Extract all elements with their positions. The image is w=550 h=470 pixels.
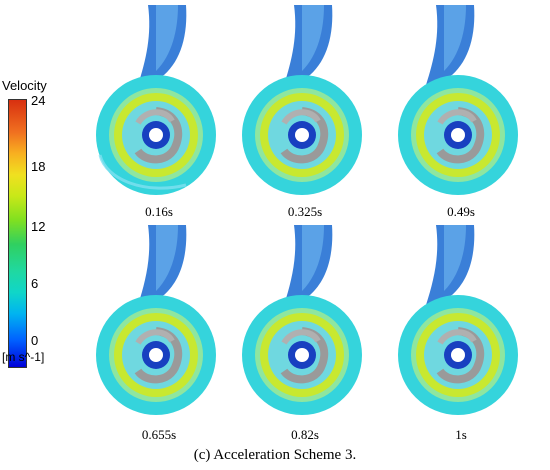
flow-panel-6: 1s	[388, 225, 534, 442]
flow-panel-2: 0.325s	[232, 5, 378, 219]
volute-flow-image	[398, 5, 518, 195]
legend-colorbar	[8, 99, 27, 368]
velocity-legend: Velocity 24 18 12 6 0 [m s^-1]	[0, 75, 70, 375]
legend-tick-0: 0	[31, 333, 39, 348]
flow-panel-5: 0.82s	[232, 225, 378, 442]
time-label: 0.16s	[145, 204, 173, 219]
figure-caption: (c) Acceleration Scheme 3.	[193, 447, 357, 463]
volute-flow-image	[242, 5, 362, 195]
volute-flow-image	[398, 225, 518, 415]
legend-tick-6: 6	[31, 276, 39, 291]
legend-unit: [m s^-1]	[2, 350, 45, 364]
volute-flow-image	[96, 5, 216, 195]
flow-panel-1: 0.16s	[86, 5, 232, 219]
flow-panel-4: 0.655s	[86, 225, 232, 442]
time-label: 1s	[455, 427, 467, 442]
time-label: 0.655s	[141, 427, 177, 442]
flow-panel-3: 0.49s	[388, 5, 534, 219]
legend-tick-18: 18	[31, 159, 46, 174]
legend-title: Velocity	[2, 78, 47, 93]
time-label: 0.82s	[291, 427, 319, 442]
volute-flow-image	[242, 225, 362, 415]
time-label: 0.325s	[287, 204, 323, 219]
legend-tick-24: 24	[31, 93, 46, 108]
volute-flow-image	[96, 225, 216, 415]
time-label: 0.49s	[447, 204, 475, 219]
legend-tick-12: 12	[31, 219, 46, 234]
